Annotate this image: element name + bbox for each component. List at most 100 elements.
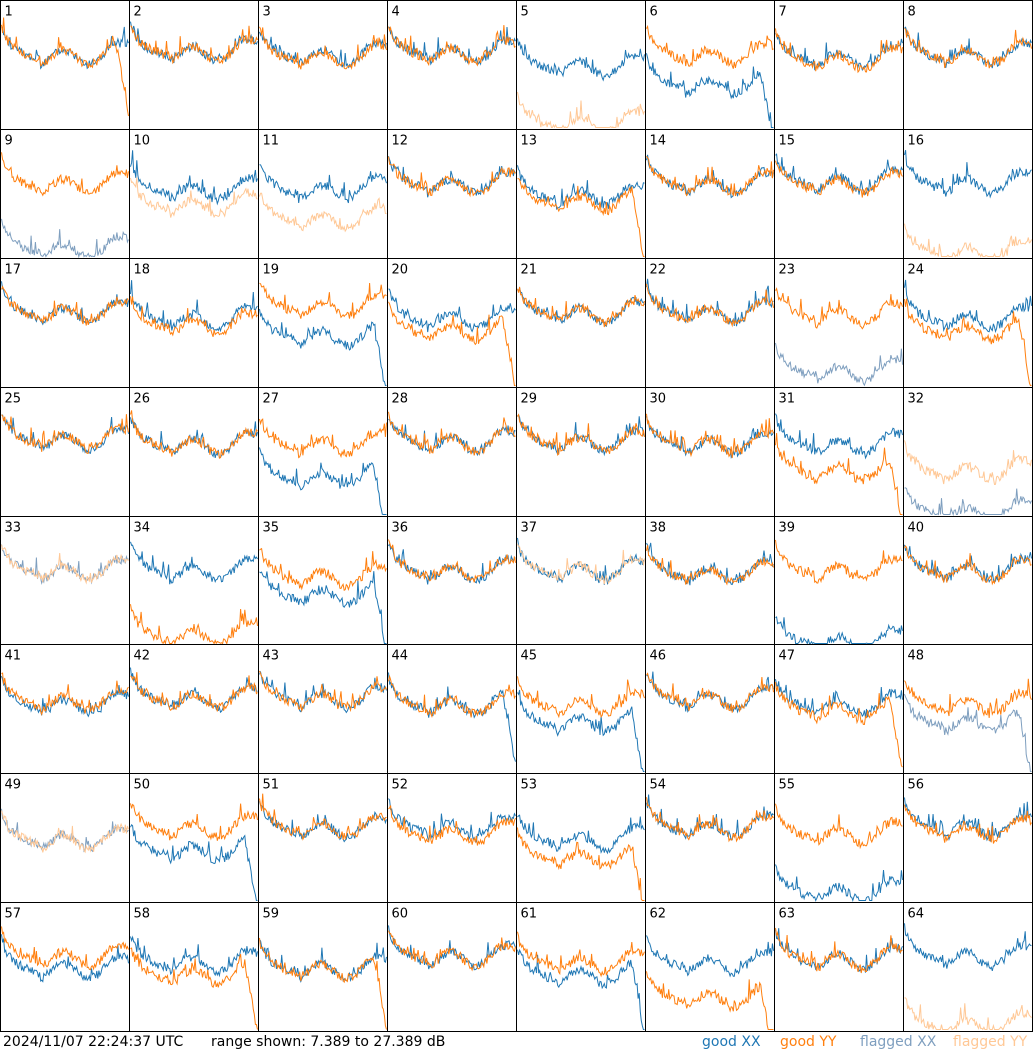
panel-frame <box>774 387 904 517</box>
panel-number: 5 <box>521 5 529 20</box>
panel-frame <box>516 644 646 774</box>
panel-number: 8 <box>908 5 916 20</box>
series-xx-line <box>388 798 516 843</box>
series-yy-line <box>130 177 258 219</box>
series-yy-line <box>1 414 129 454</box>
legend-flagged-xx: flagged XX <box>860 1034 937 1050</box>
panel-number: 59 <box>263 907 280 922</box>
series-yy-line <box>904 298 1032 386</box>
series-yy-line <box>904 27 1032 69</box>
panel-frame <box>129 0 259 130</box>
panel-number: 51 <box>263 778 280 793</box>
panel-number: 24 <box>908 263 925 278</box>
series-yy-line <box>517 931 645 978</box>
panel-44: 44 <box>387 644 517 774</box>
panel-number: 64 <box>908 907 925 922</box>
series-yy-line <box>259 26 387 71</box>
panel-14: 14 <box>645 129 775 259</box>
series-yy-line <box>775 539 903 584</box>
panel-19: 19 <box>258 258 388 388</box>
series-yy-line <box>517 91 645 129</box>
series-yy-line <box>904 678 1032 718</box>
series-yy-line <box>259 670 387 713</box>
panel-62: 62 <box>645 902 775 1032</box>
panel-40: 40 <box>903 516 1033 646</box>
series-yy-line <box>1 152 129 197</box>
panel-frame <box>387 387 517 517</box>
panel-number: 3 <box>263 5 271 20</box>
panel-number: 11 <box>263 134 280 149</box>
panel-21: 21 <box>516 258 646 388</box>
panel-frame <box>774 516 904 646</box>
panel-frame <box>903 902 1033 1032</box>
panel-number: 50 <box>134 778 151 793</box>
panel-18: 18 <box>129 258 259 388</box>
panel-frame <box>387 644 517 774</box>
panel-3: 3 <box>258 0 388 130</box>
panel-frame <box>516 387 646 517</box>
series-xx-line <box>130 150 258 206</box>
series-yy-line <box>259 418 387 459</box>
panel-number: 21 <box>521 263 538 278</box>
panel-number: 6 <box>650 5 658 20</box>
panel-frame <box>129 773 259 903</box>
series-xx-line <box>259 164 387 204</box>
series-yy-line <box>517 543 645 585</box>
series-xx-line <box>1 414 129 454</box>
panel-13: 13 <box>516 129 646 259</box>
panel-number: 37 <box>521 521 538 536</box>
series-xx-line <box>259 31 387 69</box>
panel-number: 40 <box>908 521 925 536</box>
series-xx-line <box>904 26 1032 69</box>
panel-frame <box>258 387 388 517</box>
series-yy-line <box>388 539 516 583</box>
panel-frame <box>258 644 388 774</box>
panel-9: 9 <box>0 129 130 259</box>
series-xx-line <box>775 413 903 460</box>
series-yy-line <box>259 793 387 841</box>
series-xx-line <box>775 616 903 645</box>
series-yy-line <box>646 797 774 843</box>
series-xx-line <box>1 281 129 326</box>
panel-frame <box>129 258 259 388</box>
series-yy-line <box>130 25 258 65</box>
series-yy-line <box>130 803 258 841</box>
series-xx-line <box>775 864 903 903</box>
panel-number: 62 <box>650 907 667 922</box>
series-yy-line <box>388 930 516 972</box>
panel-23: 23 <box>774 258 904 388</box>
series-yy-line <box>517 178 645 257</box>
panel-frame <box>0 516 130 646</box>
panel-number: 7 <box>779 5 787 20</box>
panel-number: 2 <box>134 5 142 20</box>
panel-number: 32 <box>908 392 925 407</box>
series-yy-line <box>388 411 516 456</box>
series-yy-line <box>130 410 258 459</box>
panel-frame <box>258 258 388 388</box>
panel-frame <box>645 773 775 903</box>
panel-number: 44 <box>392 649 409 664</box>
panel-4: 4 <box>387 0 517 130</box>
series-yy-line <box>388 25 516 67</box>
series-yy-line <box>388 805 516 846</box>
panel-number: 22 <box>650 263 667 278</box>
panel-41: 41 <box>0 644 130 774</box>
series-yy-line <box>775 803 903 850</box>
series-yy-line <box>517 676 645 719</box>
panel-number: 53 <box>521 778 538 793</box>
series-xx-line <box>259 801 387 843</box>
series-xx-line <box>1 218 129 259</box>
series-yy-line <box>259 282 387 319</box>
panel-frame <box>903 129 1033 259</box>
panel-frame <box>129 129 259 259</box>
series-xx-line <box>904 149 1032 199</box>
series-yy-line <box>388 156 516 198</box>
panel-38: 38 <box>645 516 775 646</box>
panel-frame <box>774 644 904 774</box>
panel-number: 30 <box>650 392 667 407</box>
panel-34: 34 <box>129 516 259 646</box>
series-yy-line <box>1 810 129 854</box>
series-yy-line <box>775 432 903 515</box>
panel-26: 26 <box>129 387 259 517</box>
